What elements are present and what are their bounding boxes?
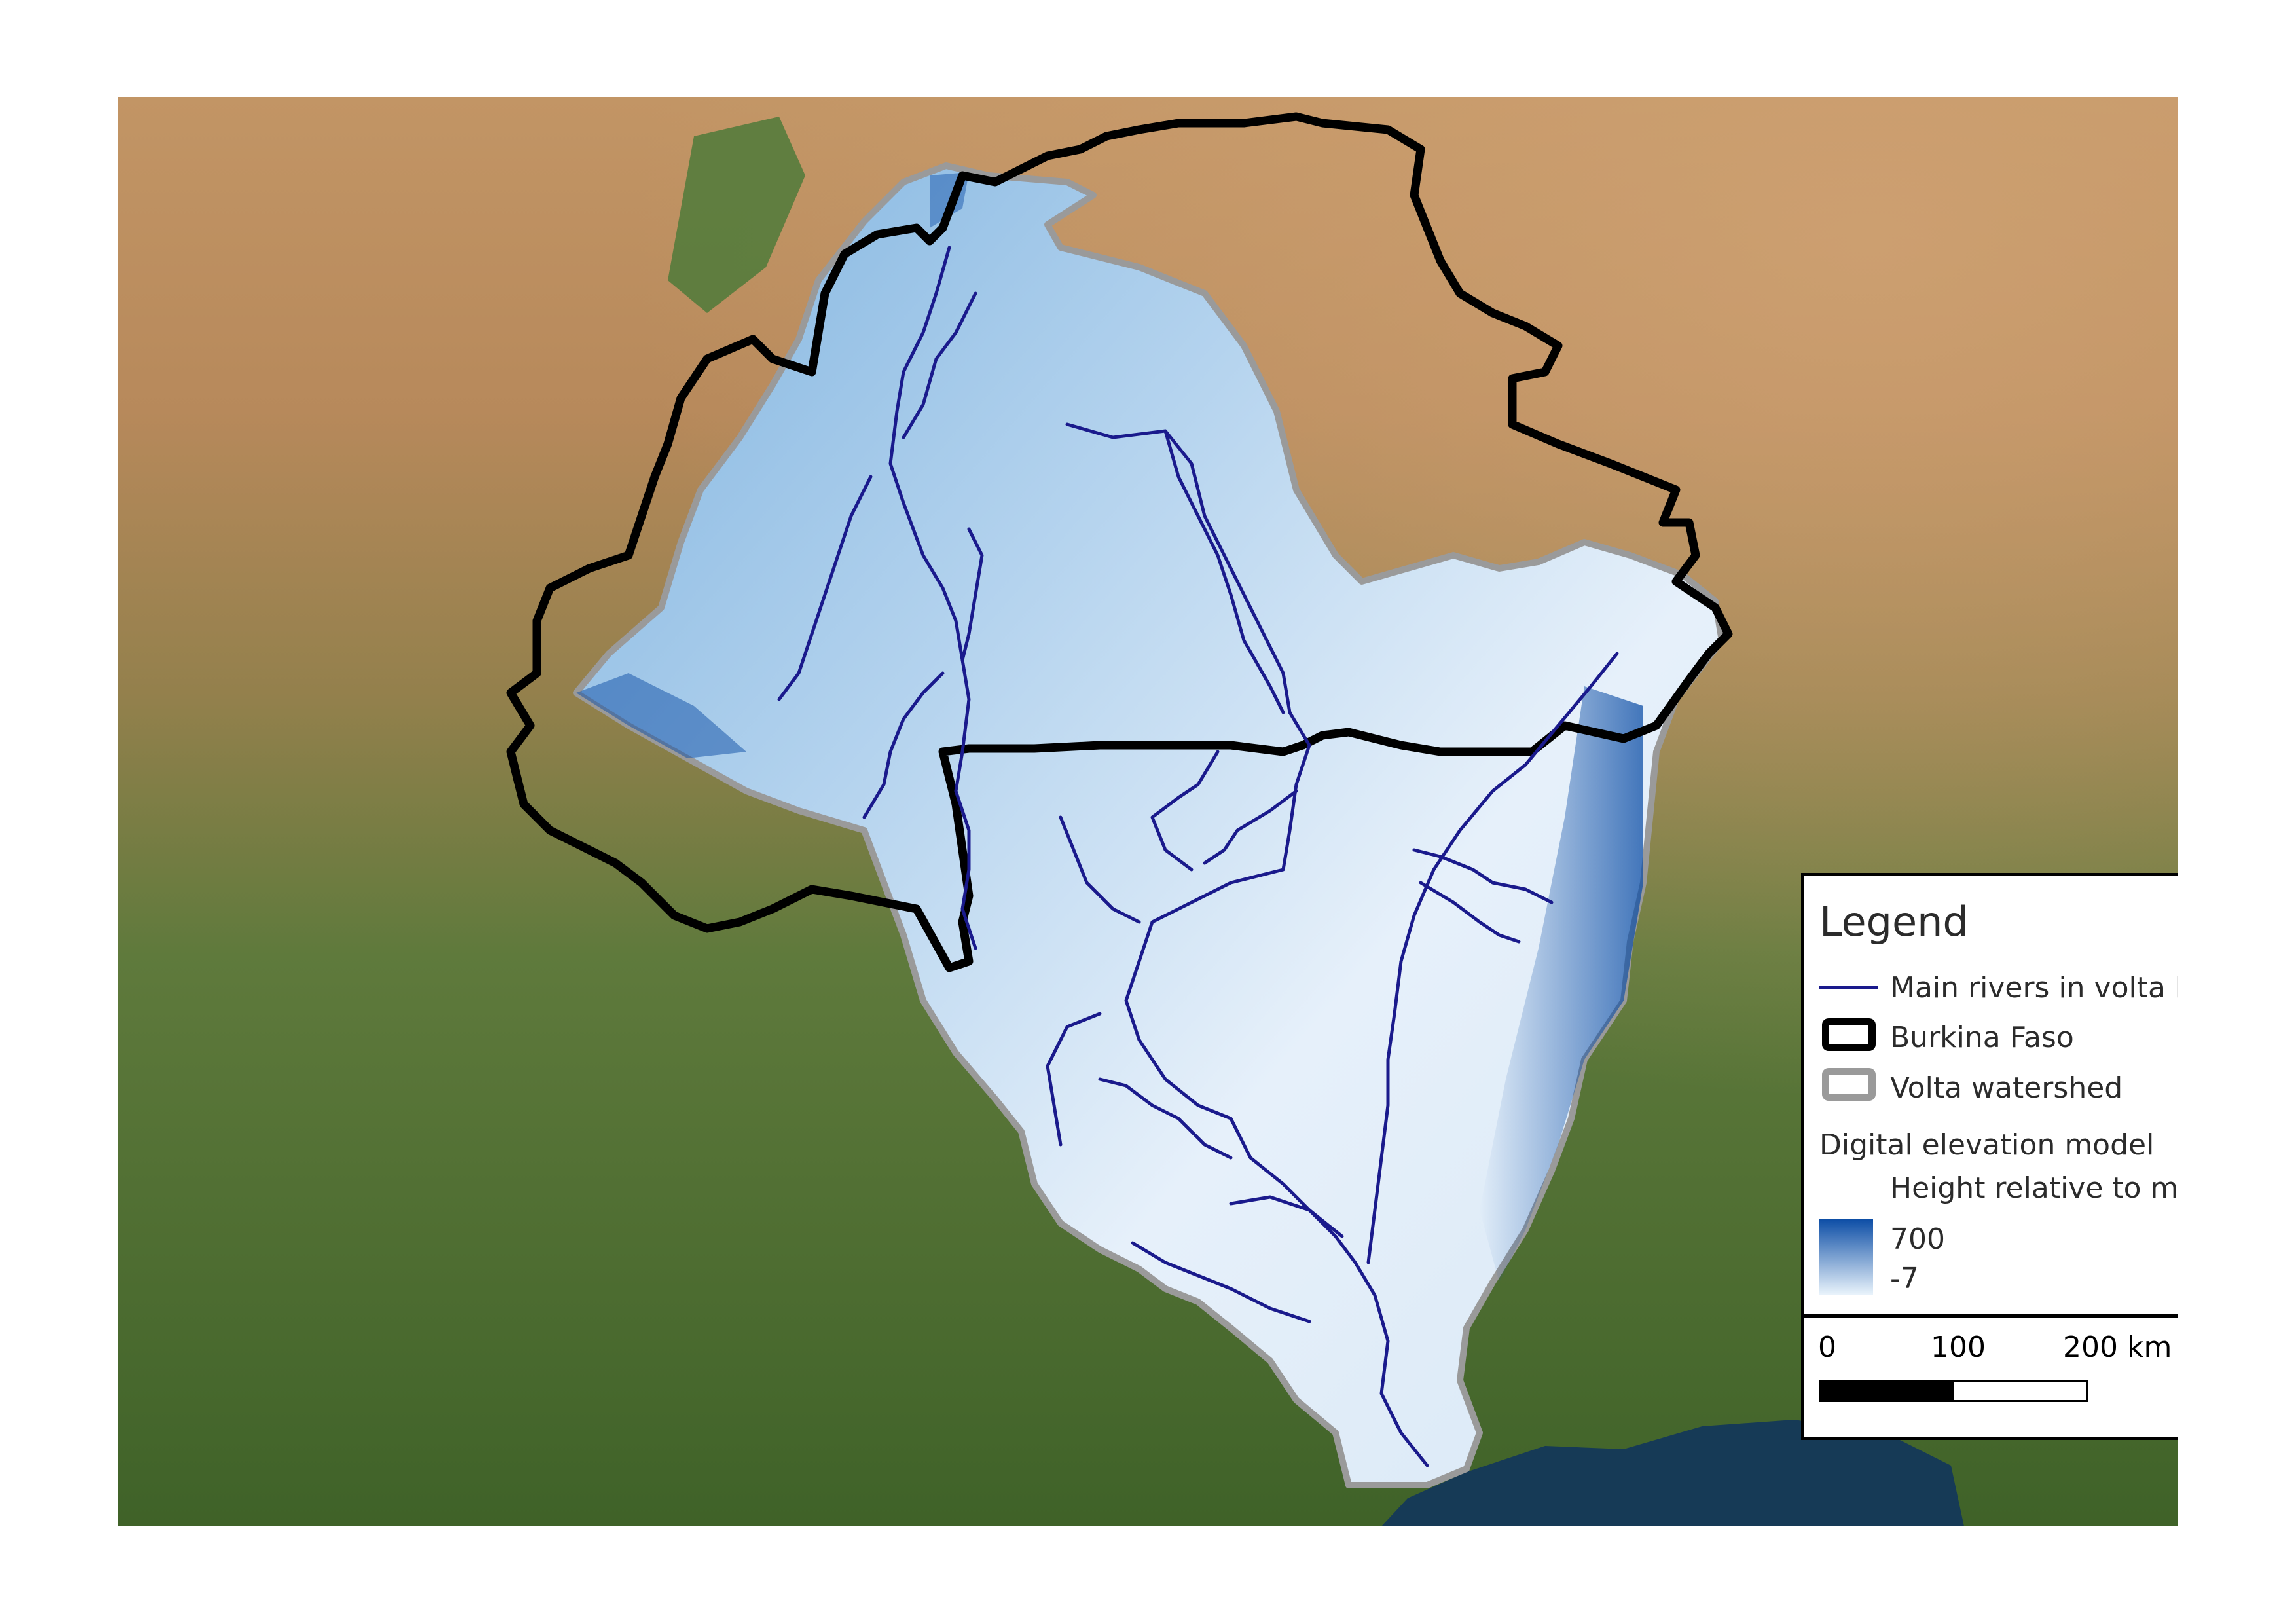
- dem-min-label: -7: [1890, 1262, 1919, 1295]
- scale-label-0: 0: [1818, 1331, 1836, 1364]
- legend-title: Legend: [1819, 898, 1969, 946]
- river-afram: [1131, 1241, 1311, 1323]
- river-white-volta: [1065, 422, 1429, 1467]
- legend-item-burkina: Burkina Faso: [1890, 1021, 2074, 1054]
- legend-item-watershed: Volta watershed: [1890, 1071, 2123, 1105]
- river-sissili: [1059, 815, 1141, 924]
- sea: [1381, 1420, 1964, 1526]
- map-canvas[interactable]: [118, 97, 2178, 1526]
- river-oti-east: [1412, 848, 1554, 904]
- inland-delta: [668, 117, 805, 313]
- river-red-volta: [1163, 429, 1285, 714]
- river-west-branch: [777, 475, 873, 701]
- river-central-trib: [862, 671, 945, 819]
- river-south-east: [1229, 1195, 1344, 1238]
- river-black-volta-trib: [902, 291, 977, 439]
- burkina-faso-border[interactable]: [506, 112, 1733, 972]
- burkina-swatch: [1822, 1018, 1876, 1051]
- river-south-west: [1046, 1012, 1102, 1147]
- watershed-swatch: [1822, 1068, 1876, 1101]
- map-frame[interactable]: Legend Main rivers in volta basin Burkin…: [118, 97, 2178, 1526]
- river-black-volta: [888, 246, 977, 950]
- east-ridge-shading: [1480, 686, 1643, 1282]
- dem-max-label: 700: [1890, 1223, 1945, 1256]
- legend-box: Legend Main rivers in volta basin Burkin…: [1801, 873, 2178, 1440]
- west-ridge-shading: [576, 673, 746, 758]
- dem-heading: Digital elevation model: [1819, 1128, 2155, 1162]
- scale-bar: [1819, 1380, 2088, 1402]
- river-west-branch2: [960, 527, 984, 662]
- legend-item-rivers: Main rivers in volta basin: [1890, 971, 2178, 1005]
- dem-colorbar: [1819, 1219, 1873, 1295]
- river-daka: [1203, 789, 1298, 865]
- river-oti: [1366, 652, 1619, 1264]
- scale-label-100: 100: [1931, 1331, 1986, 1364]
- river-pru: [1098, 1077, 1233, 1160]
- rivers-swatch: [1819, 986, 1878, 989]
- legend-divider: [1804, 1314, 2178, 1318]
- dem-subheading: Height relative to msl in m: [1890, 1172, 2178, 1205]
- scale-label-200: 200 km: [2063, 1331, 2172, 1364]
- scale-bar-segment: [1821, 1382, 1954, 1400]
- river-kulpawn: [1150, 750, 1220, 872]
- river-network: [777, 246, 1619, 1467]
- river-oti-east2: [1419, 881, 1521, 944]
